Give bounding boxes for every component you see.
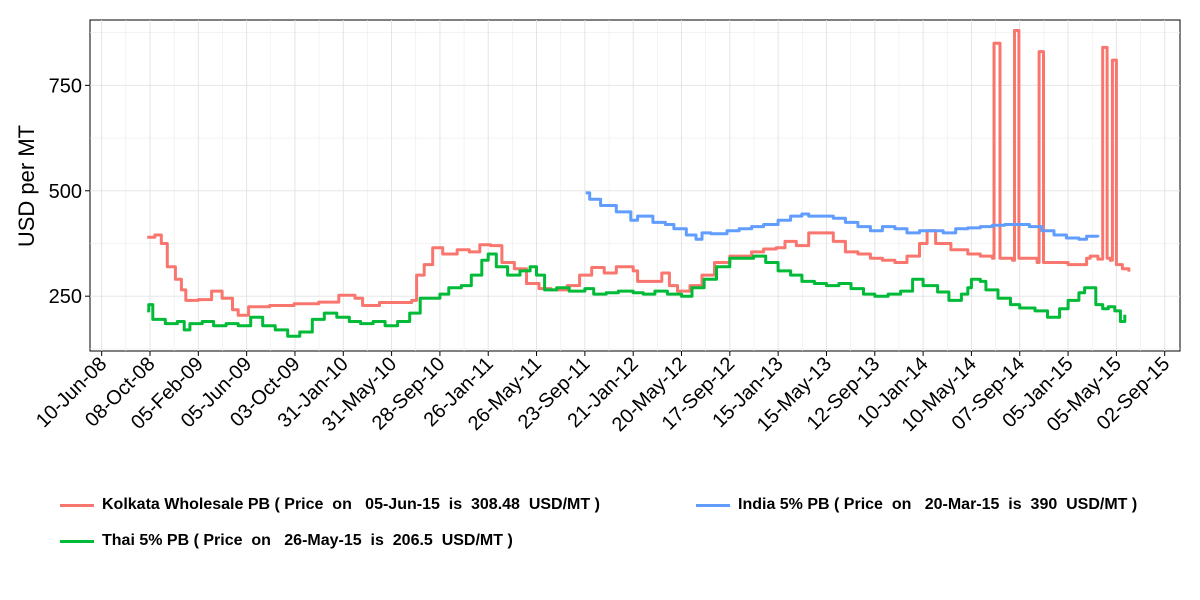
y-axis: 250 500 750 — [49, 75, 90, 308]
legend-label-india: India 5% PB ( Price on 20-Mar-15 is 390 … — [738, 496, 1138, 513]
legend-key-kolkata — [60, 503, 94, 507]
legend-label-thai: Thai 5% PB ( Price on 26-May-15 is 206.5… — [102, 532, 513, 549]
y-tick-label: 250 — [49, 286, 82, 308]
legend-item-thai: Thai 5% PB ( Price on 26-May-15 is 206.5… — [60, 532, 513, 550]
legend-item-india: India 5% PB ( Price on 20-Mar-15 is 390 … — [696, 496, 1137, 514]
plot-panel — [89, 19, 1181, 352]
legend-label-kolkata: Kolkata Wholesale PB ( Price on 05-Jun-1… — [102, 496, 600, 513]
x-axis: 10-Jun-0808-Oct-0805-Feb-0905-Jun-0903-O… — [32, 351, 1174, 436]
legend-key-thai — [60, 539, 94, 543]
series-line-2 — [147, 252, 1127, 338]
y-tick-label: 750 — [49, 75, 82, 97]
legend-key-india — [696, 503, 730, 507]
series-lines — [147, 29, 1131, 338]
series-line-0 — [147, 29, 1131, 317]
y-axis-title: USD per MT — [14, 125, 39, 247]
series-line-1 — [585, 191, 1100, 241]
y-tick-label: 500 — [49, 181, 82, 203]
legend-item-kolkata: Kolkata Wholesale PB ( Price on 05-Jun-1… — [60, 496, 600, 514]
grid-lines — [90, 20, 1180, 351]
